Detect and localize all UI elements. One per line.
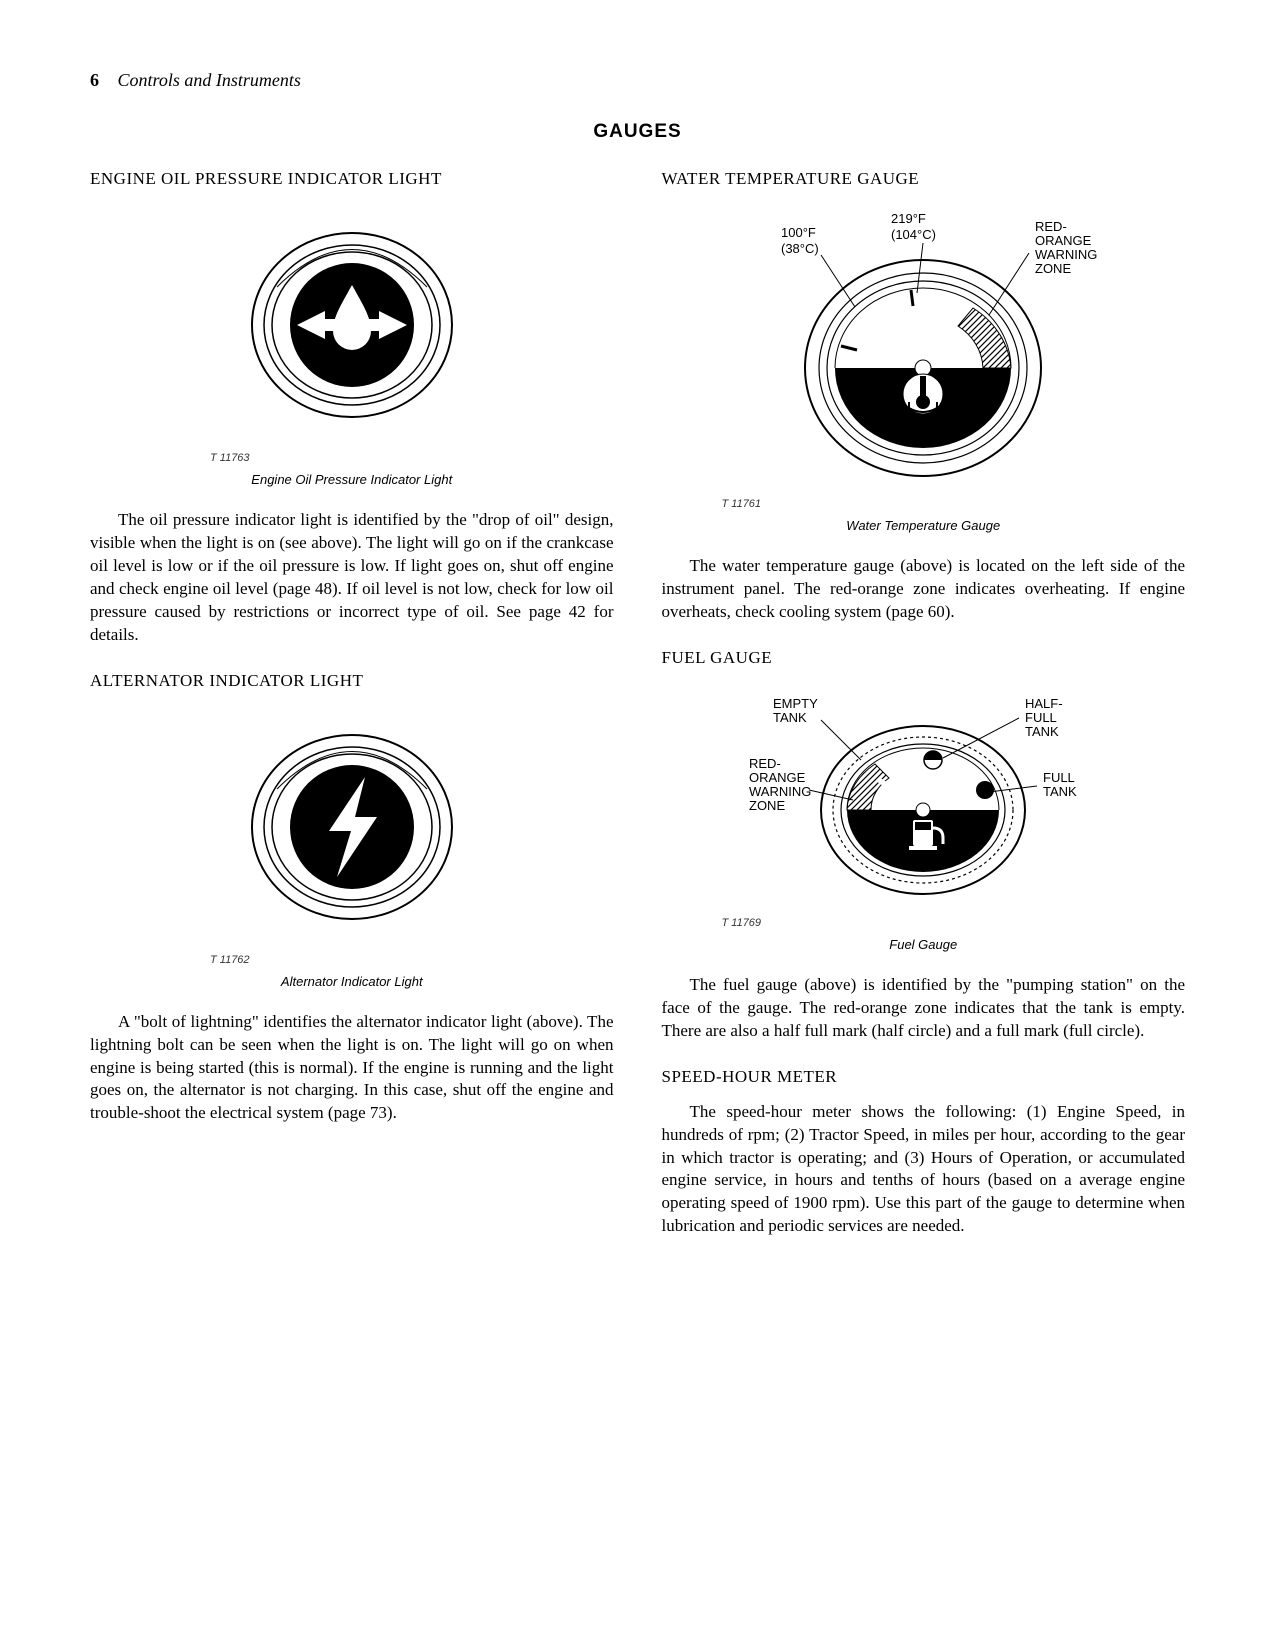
page-number: 6 [90, 70, 99, 90]
water-label-warn-1: RED- [1035, 219, 1067, 234]
oil-text: The oil pressure indicator light is iden… [90, 509, 614, 647]
fuel-label-warn-2: ORANGE [749, 770, 806, 785]
left-column: ENGINE OIL PRESSURE INDICATOR LIGHT T 11… [90, 169, 614, 1262]
fuel-label-warn-1: RED- [749, 756, 781, 771]
water-figure: 100°F (38°C) 219°F (104°C) RED- ORANGE W… [662, 203, 1186, 488]
fuel-label-warn-3: WARNING [749, 784, 811, 799]
alt-caption: Alternator Indicator Light [90, 974, 614, 989]
fuel-gauge-icon: EMPTY TANK RED- ORANGE WARNING ZONE HALF… [713, 682, 1133, 902]
speed-heading: SPEED-HOUR METER [662, 1067, 1186, 1087]
fuel-figure: EMPTY TANK RED- ORANGE WARNING ZONE HALF… [662, 682, 1186, 907]
right-column: WATER TEMPERATURE GAUGE [662, 169, 1186, 1262]
water-fig-id: T 11761 [722, 498, 1186, 510]
alternator-icon [237, 709, 467, 939]
speed-text: The speed-hour meter shows the following… [662, 1101, 1186, 1239]
alt-text: A "bolt of lightning" identifies the alt… [90, 1011, 614, 1126]
columns: ENGINE OIL PRESSURE INDICATOR LIGHT T 11… [90, 169, 1185, 1262]
fuel-label-half-1: HALF- [1025, 696, 1063, 711]
fuel-heading: FUEL GAUGE [662, 648, 1186, 668]
fuel-label-empty-2: TANK [773, 710, 807, 725]
fuel-caption: Fuel Gauge [662, 937, 1186, 952]
fuel-label-half-2: FULL [1025, 710, 1057, 725]
oil-caption: Engine Oil Pressure Indicator Light [90, 472, 614, 487]
water-text: The water temperature gauge (above) is l… [662, 555, 1186, 624]
alt-figure [90, 709, 614, 944]
water-caption: Water Temperature Gauge [662, 518, 1186, 533]
oil-pressure-icon [237, 207, 467, 437]
water-temp-gauge-icon: 100°F (38°C) 219°F (104°C) RED- ORANGE W… [713, 203, 1133, 483]
water-label-warn-2: ORANGE [1035, 233, 1092, 248]
oil-figure [90, 207, 614, 442]
page-header: 6 Controls and Instruments [90, 70, 1185, 91]
section-name: Controls and Instruments [118, 70, 301, 90]
water-label-warn-4: ZONE [1035, 261, 1071, 276]
fuel-label-half-3: TANK [1025, 724, 1059, 739]
water-label-mid-1: 219°F [891, 211, 926, 226]
water-label-low-1: 100°F [781, 225, 816, 240]
water-label-warn-3: WARNING [1035, 247, 1097, 262]
water-heading: WATER TEMPERATURE GAUGE [662, 169, 1186, 189]
fuel-label-full-1: FULL [1043, 770, 1075, 785]
page-title: GAUGES [90, 121, 1185, 143]
alt-fig-id: T 11762 [210, 954, 614, 966]
alt-heading: ALTERNATOR INDICATOR LIGHT [90, 671, 614, 691]
fuel-label-full-2: TANK [1043, 784, 1077, 799]
fuel-label-warn-4: ZONE [749, 798, 785, 813]
water-label-low-2: (38°C) [781, 241, 819, 256]
fuel-label-empty-1: EMPTY [773, 696, 818, 711]
fuel-fig-id: T 11769 [722, 917, 1186, 929]
oil-heading: ENGINE OIL PRESSURE INDICATOR LIGHT [90, 169, 614, 189]
fuel-text: The fuel gauge (above) is identified by … [662, 974, 1186, 1043]
oil-fig-id: T 11763 [210, 452, 614, 464]
water-label-mid-2: (104°C) [891, 227, 936, 242]
